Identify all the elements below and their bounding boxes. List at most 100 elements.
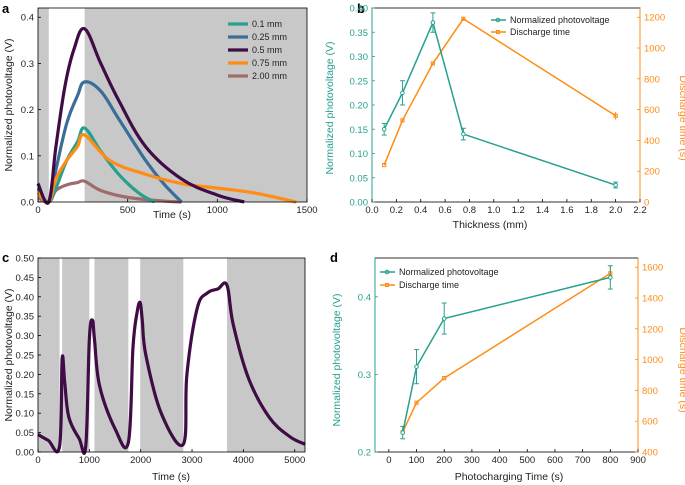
panel-d-xtick-label: 0 <box>386 455 391 466</box>
panel-c-ytick-label: 0.30 <box>16 331 35 342</box>
panel-a-legend-label: 0.75 mm <box>252 58 287 68</box>
panel-c-xtick-label: 5000 <box>284 455 305 466</box>
panel-b-xtick-label: 2.0 <box>609 205 622 216</box>
panel-a-ylabel: Normalized photovoltage (V) <box>3 38 15 171</box>
panel-b-xtick-label: 1.8 <box>585 205 598 216</box>
panel-a-frame <box>37 7 308 203</box>
panel-c-ytick-label: 0.35 <box>16 312 35 323</box>
panel-b-left-ytick-label: 0.25 <box>350 76 369 87</box>
panel-b-dt-point <box>430 61 436 66</box>
panel-letter-a: a <box>2 1 10 16</box>
panel-c-series-line <box>37 281 306 455</box>
panel-c-xtick-label: 1000 <box>79 455 100 466</box>
panel-d-pv-point <box>441 316 447 321</box>
panel-c-ytick-label: 0.00 <box>16 448 35 459</box>
panel-d-right-ytick-label: 1000 <box>642 355 663 366</box>
panel-c-ytick-label: 0.05 <box>16 428 35 439</box>
panel-b-legend-pv-marker <box>495 17 501 23</box>
panel-b-left-ytick-label: 0.30 <box>350 52 369 63</box>
panel-d-right-ytick-label: 1400 <box>642 294 663 305</box>
panel-letter-c: c <box>2 250 9 265</box>
panel-b-xtick-label: 1.6 <box>560 205 573 216</box>
panel-d-right-ytick-label: 800 <box>642 386 658 397</box>
panel-a-series-line <box>36 26 245 205</box>
panel-c-shade <box>38 258 60 452</box>
panel-d-right-ytick-label: 400 <box>642 448 658 459</box>
panel-a-xtick-label: 1000 <box>207 205 228 216</box>
panel-d-right-ytick-label: 1200 <box>642 324 663 335</box>
panel-b-xtick-label: 1.0 <box>487 205 500 216</box>
panel-b-pv-line <box>383 20 616 186</box>
panel-c-ylabel: Normalized photovoltage (V) <box>3 288 15 421</box>
panel-c-xtick-label: 3000 <box>181 455 202 466</box>
panel-b-xlabel: Thickness (mm) <box>453 219 528 231</box>
panel-a-ytick-label: 0.3 <box>21 59 34 70</box>
panel-d-dt-line <box>402 272 611 433</box>
panel-c-ytick-label: 0.45 <box>16 273 35 284</box>
panel-b-pv-point <box>400 90 405 96</box>
panel-b-xtick-label: 0.0 <box>365 205 378 216</box>
panel-c-shade <box>226 258 305 452</box>
panel-a-xtick-label: 1500 <box>296 205 317 216</box>
panel-b-left-ytick-label: 0.35 <box>350 28 369 39</box>
panel-d-ylabel-right: Discharge time (s) <box>677 327 685 412</box>
panel-c-ytick-label: 0.15 <box>16 389 35 400</box>
panel-a-series-line <box>36 133 297 204</box>
panel-b-xtick-label: 1.4 <box>536 205 549 216</box>
panel-b-right-ytick-label: 1200 <box>644 13 665 24</box>
panel-d-xtick-label: 900 <box>630 455 646 466</box>
panel-d-xtick-label: 700 <box>575 455 591 466</box>
panel-a-legend-label: 2.00 mm <box>252 71 287 81</box>
panel-b-dt-point <box>382 162 387 168</box>
panel-b-pv-point <box>381 126 387 132</box>
panel-b-left-ytick-label: 0.05 <box>350 173 369 184</box>
panel-b-right-ytick-label: 800 <box>644 74 660 85</box>
panel-b-xtick-label: 0.2 <box>390 205 403 216</box>
panel-b-right-ytick-label: 0 <box>644 198 649 209</box>
panel-d-left-ytick-label: 0.2 <box>358 448 371 459</box>
panel-b-right-ytick-label: 600 <box>644 105 660 116</box>
panel-d-xtick-label: 200 <box>436 455 452 466</box>
panel-a-ytick-label: 0.2 <box>21 105 34 116</box>
panel-c-ytick-label: 0.25 <box>16 351 35 362</box>
panel-b-right-ytick-label: 1000 <box>644 44 665 55</box>
panel-d-dt-point <box>442 375 447 381</box>
panel-d-xtick-label: 300 <box>464 455 480 466</box>
panel-d-xtick-label: 500 <box>519 455 535 466</box>
panel-d-legend-dt-label: Discharge time <box>399 280 459 290</box>
panel-b-dt-line <box>383 17 617 166</box>
panel-b-left-ytick-label: 0.00 <box>350 198 369 209</box>
panel-c-xtick-label: 0 <box>35 455 40 466</box>
panel-b-xtick-label: 1.2 <box>512 205 525 216</box>
panel-a-xlabel: Time (s) <box>153 209 191 221</box>
panel-c-shade <box>62 258 90 452</box>
panel-d-legend-dt-marker <box>385 283 389 287</box>
panel-d-xlabel: Photocharging Time (s) <box>455 471 564 483</box>
panel-b-legend: Normalized photovoltage Discharge time <box>491 15 610 37</box>
panel-a-legend-label: 0.25 mm <box>252 32 287 42</box>
panel-b-left-ytick-label: 0.40 <box>350 4 369 15</box>
panel-d-xtick-label: 600 <box>547 455 563 466</box>
panel-c-ytick-label: 0.40 <box>16 292 35 303</box>
panel-b-dt-point <box>400 118 405 123</box>
panel-b-legend-dt-label: Discharge time <box>510 27 570 37</box>
panel-b-left-ytick-label: 0.15 <box>350 125 369 136</box>
panel-d-legend: Normalized photovoltage Discharge time <box>380 267 499 290</box>
panel-b-xtick-label: 2.2 <box>633 205 646 216</box>
panel-d-pv-point <box>608 275 613 280</box>
panel-b-pv-point <box>430 20 436 25</box>
panel-d-pv-point <box>400 430 405 435</box>
panel-b-legend-dt-marker <box>496 30 500 34</box>
panel-b-xtick-label: 0.4 <box>414 205 427 216</box>
panel-c-ytick-label: 0.50 <box>16 254 35 265</box>
panel-d-pv-point <box>414 364 419 369</box>
panel-d-right-ytick-label: 600 <box>642 417 658 428</box>
panel-b-pv-point <box>461 131 466 137</box>
panel-a-xtick-label: 500 <box>120 205 136 216</box>
panel-d-xtick-label: 400 <box>492 455 508 466</box>
panel-b-xtick-label: 0.8 <box>463 205 476 216</box>
panel-b-ylabel-left: Normalized photovoltage (V) <box>324 41 336 174</box>
panel-b-legend-pv-label: Normalized photovoltage <box>510 15 610 25</box>
panel-letter-b: b <box>357 1 365 16</box>
